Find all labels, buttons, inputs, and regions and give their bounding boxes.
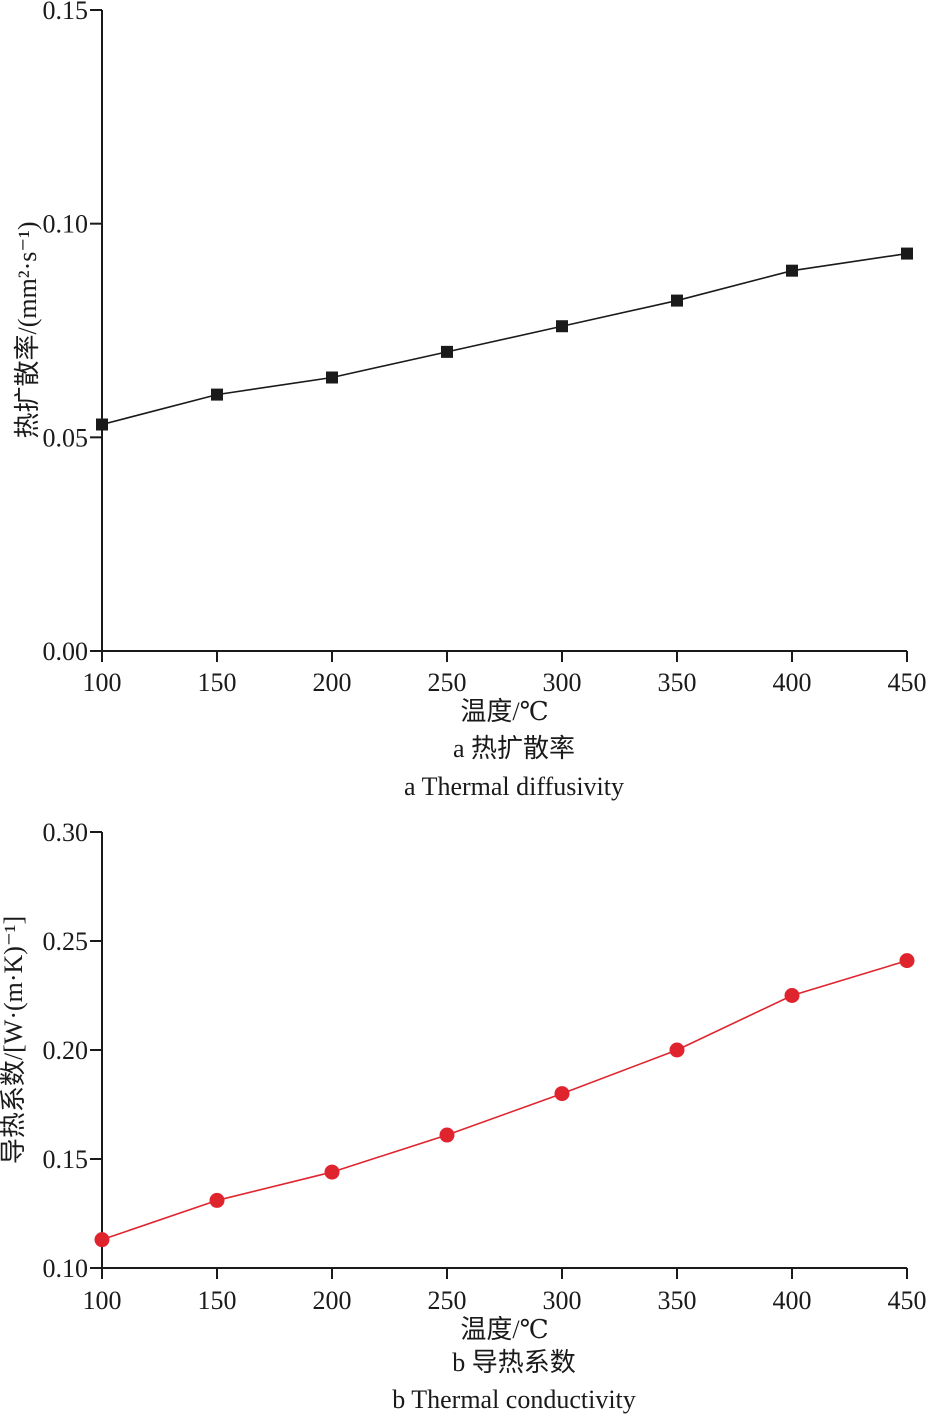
x-axis-label: 温度/℃ <box>460 1315 548 1344</box>
series-line <box>101 252 908 426</box>
y-tick-label: 0.10 <box>43 1254 89 1283</box>
y-tick-label: 0.05 <box>43 423 89 452</box>
x-tick-label: 300 <box>543 1286 582 1315</box>
x-tick-label: 100 <box>83 668 122 697</box>
data-point <box>554 1086 570 1102</box>
data-point <box>94 1232 110 1248</box>
x-tick-label: 400 <box>773 1286 812 1315</box>
x-tick-label: 100 <box>83 1286 122 1315</box>
caption-cn: a 热扩散率 <box>453 734 575 763</box>
caption-en: a Thermal diffusivity <box>404 772 624 801</box>
data-point <box>786 264 798 277</box>
data-point <box>669 1042 685 1058</box>
y-axis-label: 导热系数/[W·(m·K)⁻¹] <box>0 916 28 1164</box>
x-tick-label: 350 <box>658 1286 697 1315</box>
chart-thermal-conductivity: 0.10 0.15 0.20 0.25 0.30 100 150 200 250 300 350 40… <box>0 818 927 1414</box>
data-point <box>96 418 108 431</box>
caption-cn: b 导热系数 <box>452 1348 576 1377</box>
y-tick-label: 0.15 <box>43 1145 89 1174</box>
x-tick-label: 450 <box>888 668 927 697</box>
data-point <box>211 388 223 401</box>
data-point <box>209 1192 225 1208</box>
y-tick-label: 0.15 <box>43 0 89 25</box>
caption-en: b Thermal conductivity <box>392 1385 636 1414</box>
y-tick-label: 0.30 <box>43 818 89 847</box>
y-axis-label: 热扩散率/(mm²·s⁻¹) <box>13 221 42 438</box>
y-tick-label: 0.00 <box>43 637 89 666</box>
data-point <box>441 345 453 358</box>
data-point <box>439 1127 455 1143</box>
x-tick-label: 200 <box>313 668 352 697</box>
chart-thermal-diffusivity: 0.00 0.05 0.10 0.15 100 150 200 250 300 350 400 450… <box>13 0 927 801</box>
data-point <box>326 371 338 384</box>
x-tick-label: 250 <box>428 1286 467 1315</box>
data-point <box>324 1164 340 1180</box>
data-point <box>899 953 915 969</box>
x-tick-label: 450 <box>888 1286 927 1315</box>
x-tick-label: 150 <box>198 668 237 697</box>
series-line <box>101 959 908 1241</box>
x-axis-label: 温度/℃ <box>460 697 548 726</box>
x-tick-label: 350 <box>658 668 697 697</box>
x-tick-label: 200 <box>313 1286 352 1315</box>
data-point <box>556 320 568 333</box>
x-tick-label: 400 <box>773 668 812 697</box>
x-tick-label: 250 <box>428 668 467 697</box>
data-point <box>671 294 683 307</box>
data-point <box>901 247 913 260</box>
x-tick-label: 300 <box>543 668 582 697</box>
y-tick-label: 0.10 <box>43 210 89 239</box>
y-tick-label: 0.25 <box>43 927 89 956</box>
data-point <box>784 988 800 1003</box>
x-tick-label: 150 <box>198 1286 237 1315</box>
y-tick-label: 0.20 <box>43 1036 89 1065</box>
